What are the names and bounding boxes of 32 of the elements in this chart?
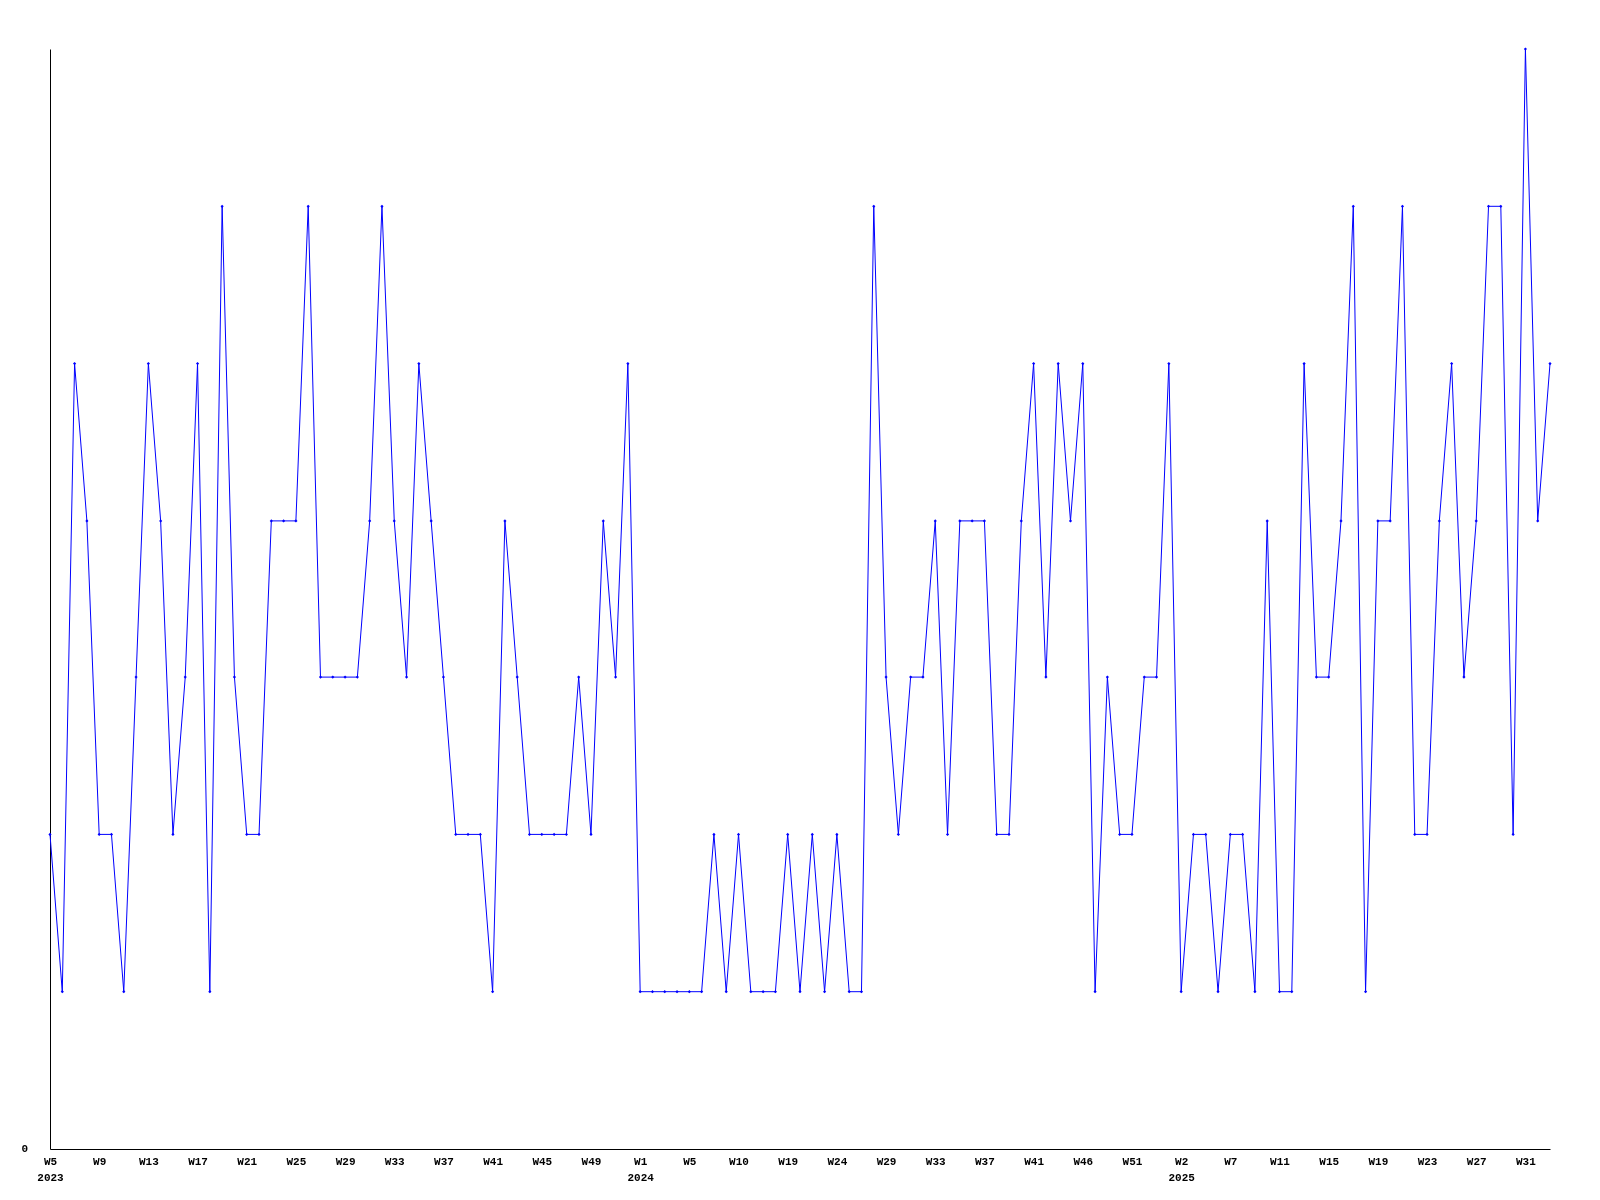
x-tick-label: W7 xyxy=(1224,1155,1238,1168)
x-tick-label: W33 xyxy=(925,1155,947,1168)
x-tick-label: W5 xyxy=(683,1155,697,1168)
x-tick-label: W33 xyxy=(384,1155,406,1168)
x-tick-label: W15 xyxy=(1319,1155,1340,1168)
x-tick-label: W24 xyxy=(827,1155,848,1168)
x-tick-label: W25 xyxy=(286,1155,307,1168)
x-tick-label: W41 xyxy=(483,1155,504,1168)
x-tick-label: W1 2024 xyxy=(627,1155,655,1184)
x-tick-label: W10 xyxy=(729,1155,749,1168)
x-tick-label: W37 xyxy=(434,1155,454,1168)
x-tick-label: W27 xyxy=(1466,1155,1487,1168)
x-tick-label: W13 xyxy=(138,1155,160,1168)
x-tick-label: W19 xyxy=(1368,1155,1389,1168)
x-tick-label: W41 xyxy=(1024,1155,1045,1168)
x-tick-label: W23 xyxy=(1417,1155,1438,1168)
x-tick-label: W11 xyxy=(1270,1155,1291,1168)
x-tick-label: W17 xyxy=(188,1155,208,1168)
x-tick-label: W37 xyxy=(975,1155,995,1168)
x-tick-label: W21 xyxy=(237,1155,258,1168)
text: 0 xyxy=(21,1143,28,1155)
x-tick-label: W29 xyxy=(876,1155,897,1168)
x-tick-label: W46 xyxy=(1073,1155,1094,1168)
x-tick-label: W9 xyxy=(93,1155,107,1168)
x-tick-label: W29 xyxy=(335,1155,356,1168)
x-tick-label: W31 xyxy=(1516,1155,1537,1168)
x-tick-label: W2 2025 xyxy=(1168,1155,1196,1184)
x-tick-label: W49 xyxy=(581,1155,602,1168)
x-tick-label: W19 xyxy=(778,1155,799,1168)
x-tick-label: W51 xyxy=(1122,1155,1143,1168)
x-tick-label: W5 2023 xyxy=(37,1155,65,1184)
x-tick-label: W45 xyxy=(532,1155,553,1168)
